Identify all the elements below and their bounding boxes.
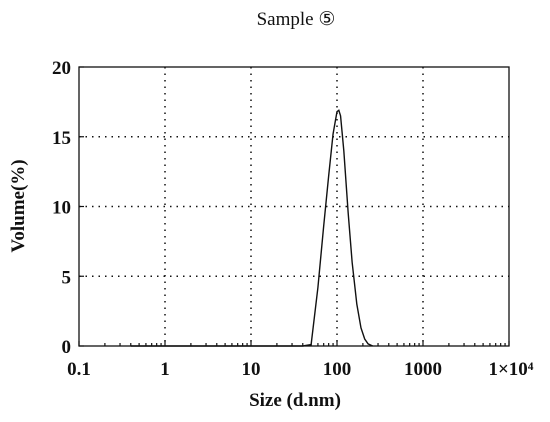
y-axis-label: Volume(%) (8, 159, 29, 252)
x-tick-label: 1 (160, 359, 170, 380)
y-tick-label: 20 (52, 58, 71, 79)
x-tick-label: 0.1 (67, 359, 91, 380)
x-axis-label: Size (d.nm) (249, 390, 341, 411)
x-tick-label: 1000 (404, 359, 442, 380)
y-tick-labels: 0 5 10 15 20 (52, 58, 71, 358)
x-tick-label: 100 (323, 359, 352, 380)
x-tick-label: 1×10⁴ (488, 359, 533, 380)
series-group (130, 109, 373, 347)
y-tick-label: 10 (52, 198, 71, 219)
grid (79, 67, 509, 346)
x-tick-labels: 0.1 1 10 100 1000 1×10⁴ (67, 359, 534, 380)
series-line (130, 109, 373, 347)
chart-title: Sample ⑤ (257, 9, 336, 30)
x-tick-label: 10 (242, 359, 261, 380)
y-tick-label: 0 (62, 337, 72, 358)
y-tick-label: 5 (62, 267, 72, 288)
y-tick-label: 15 (52, 128, 71, 149)
